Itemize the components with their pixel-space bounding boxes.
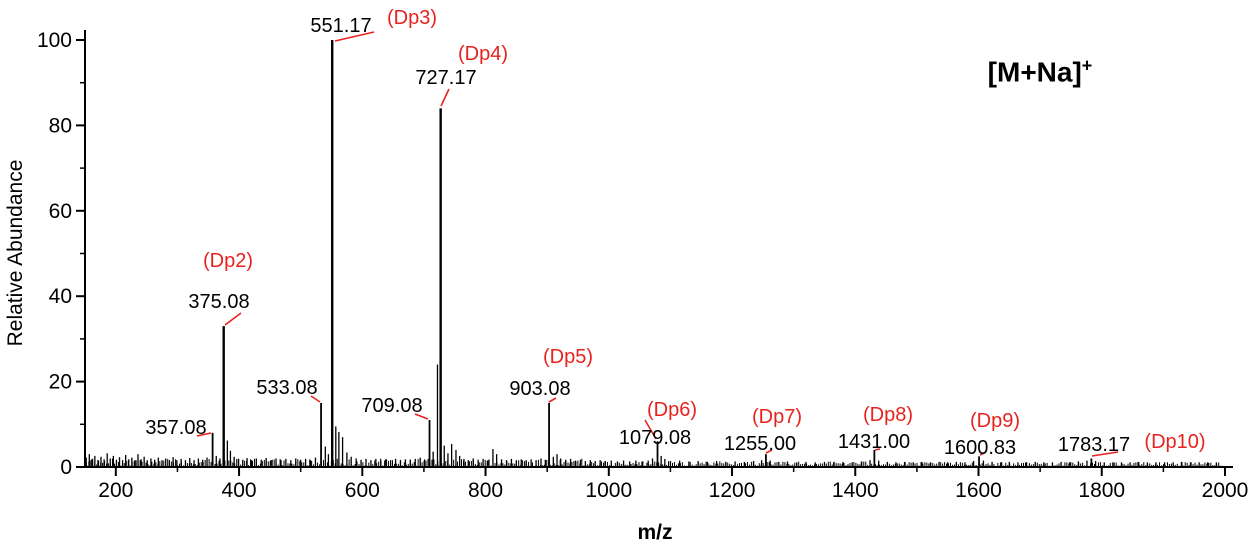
leader-line: [414, 413, 429, 420]
peak-mz-label: 1783.17: [1058, 434, 1130, 456]
peak-mz-label: 1079.08: [619, 427, 691, 449]
leader-line: [224, 312, 242, 326]
peak-dp-label: (Dp9): [970, 410, 1020, 432]
x-tick-label: 600: [345, 479, 380, 502]
x-tick-label: 400: [222, 479, 257, 502]
y-tick-label: 0: [60, 456, 72, 479]
y-tick-label: 60: [49, 200, 72, 223]
x-tick-label: 1800: [1078, 479, 1125, 502]
adduct-base-text: [M+Na]: [987, 56, 1082, 88]
y-tick-label: 20: [49, 371, 72, 394]
peak-mz-label: 709.08: [361, 395, 422, 417]
x-tick-label: 1000: [585, 479, 632, 502]
peak-mz-label: 375.08: [188, 291, 249, 313]
x-tick-label: 200: [98, 479, 133, 502]
peak-mz-label: 533.08: [256, 377, 317, 399]
peak-mz-label: 1255.00: [724, 433, 796, 455]
leader-line: [310, 395, 321, 403]
peak-dp-label: (Dp8): [863, 404, 913, 426]
y-tick-label: 40: [49, 285, 72, 308]
x-tick-label: 2000: [1202, 479, 1249, 502]
leader-line: [334, 31, 375, 42]
y-tick-label: 100: [37, 29, 72, 52]
leader-line: [874, 448, 881, 451]
peak-mz-label: 1600.83: [944, 437, 1016, 459]
peak-mz-label: 727.17: [415, 67, 476, 89]
leader-line: [979, 452, 985, 456]
peak-dp-label: (Dp2): [203, 250, 253, 272]
peak-mz-label: 1431.00: [838, 431, 910, 453]
peak-mz-label: 903.08: [509, 378, 570, 400]
leader-line: [440, 88, 450, 107]
y-tick-label: 80: [49, 114, 72, 137]
peak-dp-label: (Dp4): [458, 43, 508, 65]
leader-line: [1091, 451, 1119, 457]
peak-mz-label: 551.17: [310, 15, 371, 37]
x-tick-label: 1600: [955, 479, 1002, 502]
x-tick-label: 1200: [709, 479, 756, 502]
x-tick-label: 1400: [832, 479, 879, 502]
adduct-charge-sign: +: [1081, 55, 1093, 76]
peak-dp-label: (Dp5): [543, 346, 593, 368]
peak-dp-label: (Dp6): [647, 399, 697, 421]
leader-line: [196, 432, 212, 437]
x-tick-label: 800: [468, 479, 503, 502]
leader-line: [644, 419, 657, 440]
peak-dp-label: (Dp10): [1144, 431, 1205, 453]
leader-line: [765, 449, 773, 454]
x-axis-title: m/z: [637, 521, 673, 544]
peak-dp-label: (Dp3): [387, 7, 437, 29]
peak-mz-label: 357.08: [145, 417, 206, 439]
peak-dp-label: (Dp7): [752, 406, 802, 428]
adduct-annotation: [M+Na]+: [988, 55, 1093, 88]
y-axis-title: Relative Abundance: [4, 159, 27, 347]
leader-line: [548, 397, 557, 403]
